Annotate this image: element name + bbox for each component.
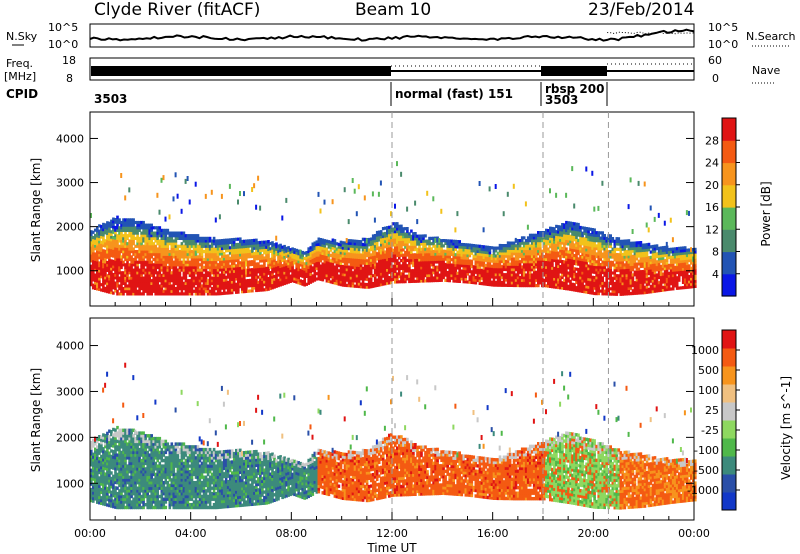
x-tick-label: 08:00 — [275, 527, 307, 540]
colorbar-swatch — [722, 420, 736, 439]
colorbar-swatch — [722, 273, 736, 297]
x-tick-label: 16:00 — [477, 527, 509, 540]
x-axis-label: Time UT — [366, 541, 417, 554]
x-tick-label: 00:00 — [74, 527, 106, 540]
colorbar-swatch — [722, 251, 736, 275]
colorbar-swatch — [722, 348, 736, 367]
colorbar-swatch — [722, 140, 736, 164]
power-y-axis: 1000 2000 3000 4000 — [56, 132, 694, 278]
y-tick-label: 2000 — [56, 431, 84, 444]
colorbar-tick-label: -25 — [701, 424, 719, 437]
colorbar-tick-label: 16 — [705, 201, 719, 214]
colorbar-tick-label: 4 — [712, 268, 719, 281]
date-label: 23/Feb/2014 — [588, 0, 694, 20]
cpid-segment-4: 3503 — [545, 93, 578, 107]
colorbar-tick-label: 500 — [698, 364, 719, 377]
cpid-label: CPID — [6, 87, 38, 101]
y-tick-label: 1000 — [56, 265, 84, 278]
site-title: Clyde River (fitACF) — [94, 0, 260, 20]
cpid-segment-2: normal (fast) 151 — [395, 87, 513, 101]
colorbar-tick-label: 24 — [705, 157, 719, 170]
freq-band-2 — [541, 66, 607, 76]
y-tick-label: 4000 — [56, 132, 84, 145]
power-scatter — [90, 161, 697, 296]
nsearch-tick-top: 10^5 — [708, 21, 738, 34]
freq-unit: [MHz] — [4, 70, 36, 83]
power-colorbar: 4 8 12 16 20 24 28 — [705, 117, 740, 297]
x-tick-label: 00:00 — [678, 527, 710, 540]
nave-tick-bottom: 0 — [712, 72, 719, 85]
velocity-y-axis: 1000 2000 3000 4000 — [56, 340, 694, 490]
nave-tick-top: 60 — [708, 54, 722, 67]
time-axis: 00:00 04:00 08:00 12:00 16:00 20:00 00:00 — [74, 298, 710, 540]
power-ylabel: Slant Range [km] — [29, 158, 43, 262]
freq-band-1 — [91, 66, 391, 76]
cpid-segment-1: 3503 — [94, 92, 127, 106]
velocity-scatter — [90, 362, 697, 510]
colorbar-swatch — [722, 118, 736, 141]
nsky-label: N.Sky — [6, 30, 38, 43]
colorbar-tick-label: 1000 — [691, 344, 719, 357]
colorbar-swatch — [722, 438, 736, 457]
freq-tick-top: 18 — [62, 54, 76, 67]
nave-label: Nave — [752, 64, 780, 77]
x-tick-label: 04:00 — [175, 527, 207, 540]
colorbar-swatch — [722, 384, 736, 403]
colorbar-tick-label: 12 — [705, 223, 719, 236]
y-tick-label: 3000 — [56, 385, 84, 398]
colorbar-tick-label: -500 — [694, 464, 719, 477]
velocity-colorbar: 1000 500 100 25 -25 -100 -500 -1000 — [687, 329, 740, 511]
freq-tick-bottom: 8 — [66, 72, 73, 85]
velocity-colorbar-label: Velocity [m s^-1] — [779, 376, 793, 480]
colorbar-swatch — [722, 456, 736, 475]
velocity-panel: 1000 2000 3000 4000 — [56, 317, 697, 521]
colorbar-frame — [721, 329, 737, 511]
y-tick-label: 4000 — [56, 340, 84, 353]
y-tick-label: 3000 — [56, 177, 84, 190]
cpid-segment-3: rbsp 200 — [545, 82, 604, 96]
nsearch-tick-bottom: 10^0 — [708, 38, 738, 51]
beam-label: Beam 10 — [355, 0, 431, 20]
colorbar-tick-label: 25 — [705, 404, 719, 417]
colorbar-tick-label: -1000 — [687, 484, 719, 497]
colorbar-swatch — [722, 162, 736, 186]
colorbar-tick-label: 8 — [712, 246, 719, 259]
colorbar-tick-label: 28 — [705, 134, 719, 147]
colorbar-swatch — [722, 402, 736, 421]
velocity-time-markers — [391, 318, 609, 520]
colorbar-swatch — [722, 229, 736, 253]
x-tick-label: 20:00 — [577, 527, 609, 540]
nsky-line — [89, 28, 695, 42]
x-tick-label: 12:00 — [376, 527, 408, 540]
power-panel: 1000 2000 3000 4000 — [56, 111, 697, 307]
colorbar-swatch — [722, 207, 736, 230]
colorbar-tick-label: -100 — [694, 444, 719, 457]
colorbar-swatch — [722, 474, 736, 493]
power-colorbar-label: Power [dB] — [759, 181, 773, 246]
colorbar-swatch — [722, 366, 736, 385]
nsky-tick-bottom: 10^0 — [48, 38, 78, 51]
velocity-ylabel: Slant Range [km] — [29, 368, 43, 472]
colorbar-swatch — [722, 184, 736, 208]
freq-panel — [89, 57, 695, 81]
nsky-tick-top: 10^5 — [48, 21, 78, 34]
freq-label: Freq. — [6, 57, 33, 70]
colorbar-tick-label: 100 — [698, 384, 719, 397]
power-time-markers — [391, 112, 609, 306]
colorbar-tick-label: 20 — [705, 179, 719, 192]
colorbar-swatch — [722, 330, 736, 349]
nsearch-label: N.Search — [746, 30, 796, 43]
colorbar-swatch — [722, 492, 736, 511]
nsky-panel — [89, 23, 695, 48]
y-tick-label: 2000 — [56, 221, 84, 234]
y-tick-label: 1000 — [56, 477, 84, 490]
